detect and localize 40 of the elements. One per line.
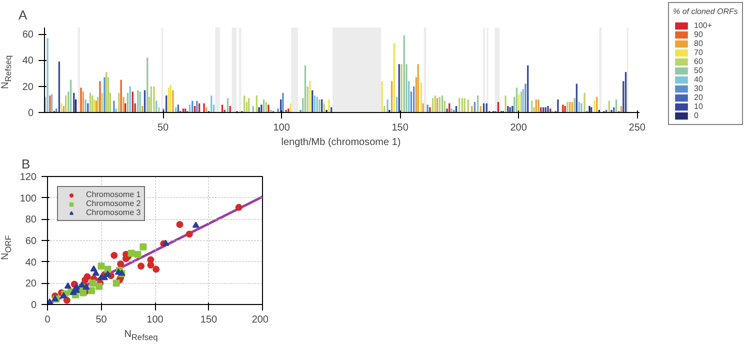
y-tick-label: 120: [20, 172, 37, 183]
y-tick-label: 20: [22, 82, 34, 93]
legend-label: 30: [694, 84, 704, 93]
y-tick-label: 40: [25, 257, 37, 268]
legend-label: 100+: [694, 21, 714, 30]
legend-label: 60: [694, 57, 704, 66]
legend-label: 0: [694, 111, 700, 120]
legend-label: Chromosome 1: [86, 190, 141, 199]
legend-title: % of cloned ORFs: [673, 7, 738, 16]
x-tick-label: 250: [628, 122, 646, 134]
x-tick-label: 200: [252, 314, 269, 326]
legend-label: 70: [694, 48, 704, 57]
x-tick-label: 0: [44, 314, 51, 326]
y-tick-label: 100: [20, 193, 37, 204]
legend-label: 10: [694, 102, 704, 111]
legend-label: 50: [694, 66, 704, 75]
chart-title: B: [22, 156, 30, 172]
x-tick-label: 100: [273, 122, 290, 134]
legend-label: 40: [694, 75, 704, 84]
x-tick-label: 100: [146, 314, 164, 326]
x-tick-label: 50: [96, 314, 108, 326]
legend-label: 90: [694, 30, 704, 39]
y-tick-label: 60: [25, 236, 37, 247]
y-tick-label: 80: [25, 214, 37, 226]
x-tick-label: 200: [510, 122, 528, 134]
y-tick-label: 20: [25, 278, 37, 290]
y-tick-label: 0: [28, 108, 34, 119]
chart-title: A: [18, 8, 28, 22]
legend-label: 80: [694, 39, 704, 48]
x-tick-label: 150: [392, 122, 409, 134]
x-axis-title: length/Mb (chromosome 1): [280, 137, 402, 148]
x-tick-label: 150: [200, 314, 218, 326]
y-tick-label: 0: [30, 300, 37, 311]
legend-label: 20: [694, 93, 704, 102]
y-tick-label: 60: [22, 30, 34, 41]
x-axis-title: N$_{Refseq}$: [123, 329, 159, 342]
legend-label: Chromosome 2: [86, 199, 141, 208]
x-tick-label: 50: [157, 122, 170, 134]
legend-label: Chromosome 3: [86, 208, 141, 217]
y-tick-label: 40: [22, 56, 34, 67]
